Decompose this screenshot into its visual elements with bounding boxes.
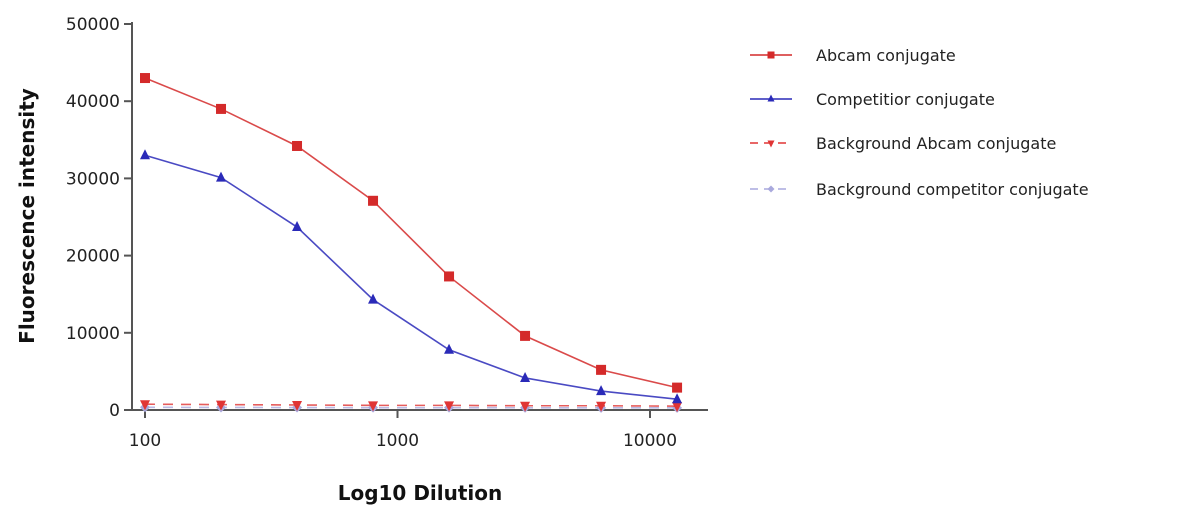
- legend-item: Competitior conjugate: [750, 90, 995, 109]
- data-point: [444, 401, 455, 412]
- series-2: [140, 400, 683, 413]
- legend-marker: [767, 185, 775, 193]
- y-tick-label: 10000: [66, 324, 120, 344]
- legend-item: Abcam conjugate: [750, 46, 956, 65]
- data-point: [596, 385, 607, 396]
- data-point: [520, 401, 531, 412]
- data-point: [672, 393, 683, 404]
- legend-marker: [767, 140, 775, 148]
- series-line: [144, 77, 678, 389]
- legend-label: Abcam conjugate: [816, 46, 956, 65]
- data-point: [140, 149, 150, 160]
- data-point: [140, 73, 150, 84]
- y-tick-label: 50000: [66, 15, 120, 35]
- series-line: [144, 403, 678, 407]
- legend-label: Background Abcam conjugate: [816, 134, 1056, 153]
- data-point: [444, 343, 455, 354]
- data-point: [216, 171, 227, 182]
- data-point: [368, 195, 379, 206]
- y-tick-label: 20000: [66, 247, 120, 267]
- data-point: [672, 382, 683, 393]
- legend-marker: [767, 51, 775, 59]
- data-point: [292, 140, 303, 151]
- legend-label: Competitior conjugate: [816, 90, 995, 109]
- x-tick-label: 10000: [623, 431, 677, 451]
- y-axis-label: Fluorescence intensity: [15, 88, 39, 344]
- legend-label: Background competitor conjugate: [816, 180, 1089, 199]
- x-tick-label: 1000: [376, 431, 419, 451]
- data-point: [292, 221, 303, 232]
- data-point: [368, 401, 379, 412]
- data-point: [520, 330, 531, 341]
- data-point: [292, 400, 303, 411]
- data-point: [596, 401, 607, 412]
- x-axis-label: Log10 Dilution: [338, 481, 503, 505]
- data-point: [444, 271, 455, 282]
- series-0: [140, 73, 683, 393]
- data-point: [216, 400, 227, 411]
- y-tick-label: 0: [109, 401, 120, 421]
- series-1: [140, 149, 683, 404]
- data-point: [520, 371, 531, 382]
- data-point: [140, 400, 150, 411]
- legend-marker: [767, 94, 775, 102]
- series-line: [144, 154, 678, 400]
- data-point: [216, 103, 227, 114]
- x-tick-label: 100: [129, 431, 161, 451]
- legend-item: Background competitor conjugate: [750, 180, 1089, 199]
- y-tick-label: 40000: [66, 92, 120, 112]
- data-point: [368, 293, 379, 304]
- legend-item: Background Abcam conjugate: [750, 134, 1056, 153]
- data-point: [672, 402, 683, 413]
- y-tick-label: 30000: [66, 169, 120, 189]
- data-point: [596, 364, 607, 375]
